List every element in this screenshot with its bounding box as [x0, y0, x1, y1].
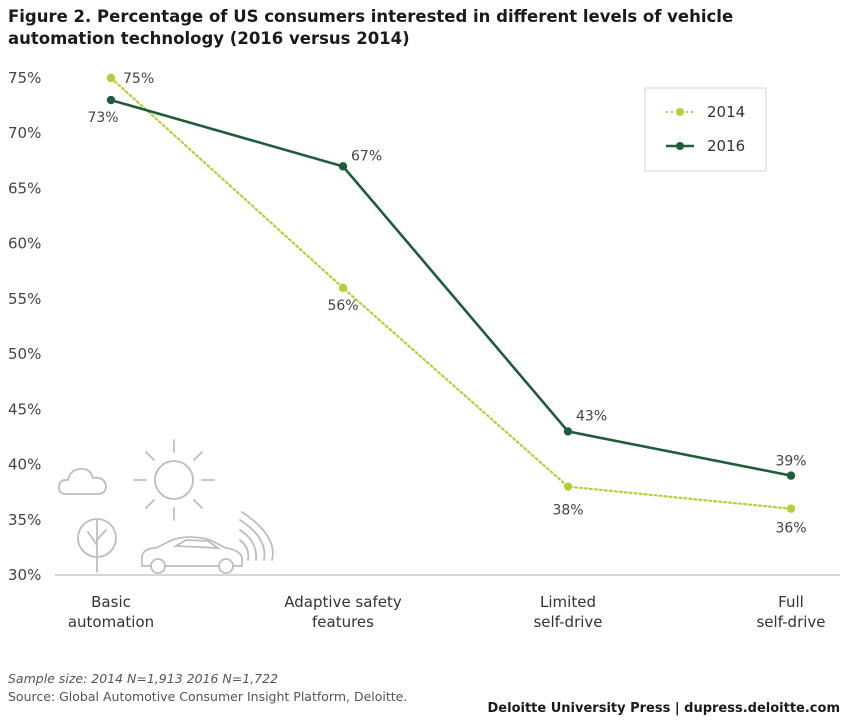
data-label-2014: 36% [775, 521, 806, 537]
data-point-2014 [338, 283, 348, 293]
data-point-2014 [106, 73, 116, 83]
data-label-2014: 75% [123, 71, 154, 87]
data-point-2016 [786, 471, 796, 480]
data-point-2014 [563, 482, 573, 491]
data-label-2016: 43% [576, 408, 607, 424]
series-line-2014 [109, 76, 793, 510]
legend-label-2014: 2014 [707, 103, 745, 121]
data-label-2016: 73% [87, 110, 118, 126]
y-tick-label: 50% [8, 345, 41, 363]
series-line-2016 [110, 98, 792, 477]
signal-waves-icon [239, 511, 274, 561]
data-point-2016 [563, 427, 573, 436]
x-category-label: Basic [91, 593, 131, 611]
legend-marker-2016 [676, 142, 684, 150]
y-axis: 30% 35% 40% 45% 50% 55% 60% 65% 70% 75% [8, 69, 41, 584]
x-category-label: Adaptive safety [284, 593, 402, 611]
data-point-2016 [338, 162, 348, 171]
chart-title: Figure 2. Percentage of US consumers int… [8, 7, 734, 48]
legend-label-2016: 2016 [707, 137, 745, 155]
sample-size-note: Sample size: 2014 N=1,913 2016 N=1,722 [8, 671, 279, 686]
legend-box [644, 87, 767, 172]
y-tick-label: 40% [8, 456, 41, 474]
source-note: Source: Global Automotive Consumer Insig… [8, 689, 408, 704]
y-tick-label: 35% [8, 511, 41, 529]
x-category-label: Limited [540, 593, 596, 611]
publisher-credit: Deloitte University Press | dupress.delo… [487, 701, 840, 716]
tree-icon [77, 518, 117, 573]
data-label-2016: 39% [775, 454, 806, 470]
x-category-label: Full [778, 593, 804, 611]
legend-item-2014: 2014 [666, 103, 745, 121]
data-label-2016: 67% [351, 148, 382, 164]
y-tick-label: 60% [8, 235, 41, 253]
y-tick-label: 65% [8, 179, 41, 197]
legend-marker-2014 [676, 108, 684, 116]
x-category-label: features [312, 613, 374, 631]
y-tick-label: 75% [8, 69, 41, 87]
y-tick-label: 30% [8, 566, 41, 584]
line-chart: 30% 35% 40% 45% 50% 55% 60% 65% 70% 75% Basic auto… [8, 69, 840, 631]
x-category-label: automation [68, 613, 154, 631]
legend-item-2016: 2016 [666, 137, 745, 155]
legend: 2014 2016 [644, 87, 767, 172]
car-icon [141, 536, 243, 574]
data-labels: 75% 56% 38% 36% 73% 67% 43% 39% [87, 71, 806, 537]
data-label-2014: 38% [552, 503, 583, 519]
series-group [106, 73, 796, 513]
cloud-icon [57, 468, 107, 495]
y-tick-label: 45% [8, 400, 41, 418]
data-point-2014 [786, 504, 796, 513]
x-axis: Basic automation Adaptive safety features Li… [68, 593, 826, 631]
illustration [57, 439, 274, 574]
data-label-2014: 56% [327, 298, 358, 314]
y-tick-label: 55% [8, 290, 41, 308]
x-category-label: self-drive [533, 613, 602, 631]
x-category-label: self-drive [756, 613, 825, 631]
data-point-2016 [106, 95, 116, 105]
sun-icon [133, 439, 215, 521]
y-tick-label: 70% [8, 124, 41, 142]
